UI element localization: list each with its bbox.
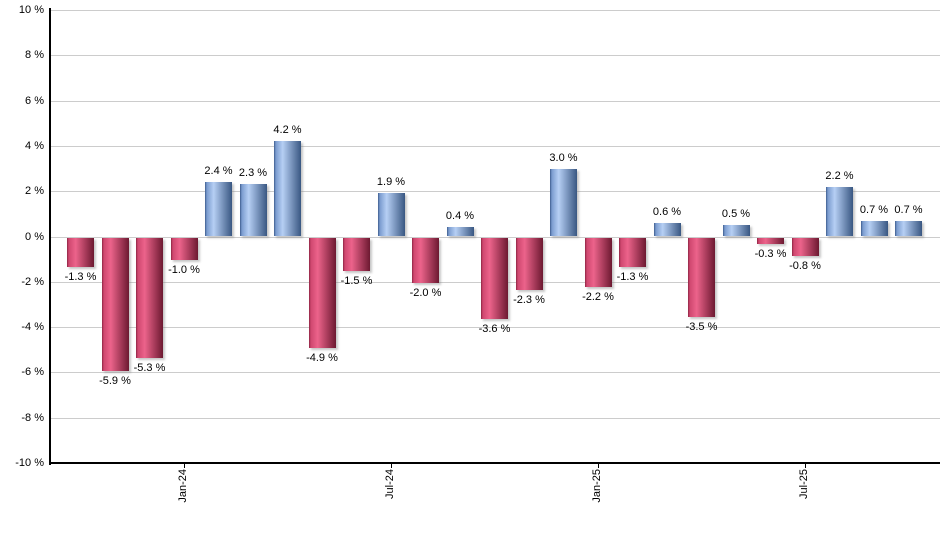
gridline <box>50 100 940 102</box>
negative-bar <box>343 237 370 272</box>
bar-value-label: -4.9 % <box>306 352 338 365</box>
bar-value-label: 0.7 % <box>859 203 889 216</box>
bar-value-label: 2.4 % <box>204 165 233 178</box>
y-axis-label: -10 % <box>15 457 44 469</box>
gridline <box>50 10 940 11</box>
negative-bar <box>412 237 439 283</box>
bar-value-label: -1.3 % <box>64 270 97 283</box>
bar-value-label: 1.9 % <box>376 176 406 189</box>
x-axis-tick <box>805 462 806 468</box>
x-axis-tick <box>184 462 185 468</box>
negative-bar <box>688 237 715 317</box>
bar-value-label: -1.5 % <box>340 275 373 288</box>
bar-value-label: 0.4 % <box>445 210 475 223</box>
gridline <box>50 327 940 329</box>
y-axis-label: 10 % <box>18 4 44 16</box>
bar-value-label: 2.2 % <box>825 169 854 182</box>
bar-value-label: 4.2 % <box>273 124 302 137</box>
bar-value-label: -2.2 % <box>582 291 614 304</box>
negative-bar <box>757 237 784 245</box>
positive-bar <box>653 222 681 237</box>
bar-value-label: -1.0 % <box>168 264 200 277</box>
positive-bar <box>446 227 474 237</box>
bar-value-label: -2.0 % <box>409 286 442 299</box>
gridline <box>50 55 940 57</box>
positive-bar <box>274 141 301 237</box>
bar-value-label: 0.5 % <box>721 208 751 221</box>
negative-bar <box>308 237 336 349</box>
y-axis-label: 0 % <box>25 230 44 243</box>
y-axis-label: -8 % <box>21 411 44 424</box>
bar-value-label: 0.7 % <box>894 203 923 216</box>
negative-bar <box>170 237 198 261</box>
x-axis-label: Jul-24 <box>384 469 396 499</box>
bar-value-label: -3.6 % <box>478 323 511 336</box>
bar-value-label: -3.5 % <box>685 320 718 333</box>
x-axis-label: Jul-25 <box>798 469 810 499</box>
x-axis-line <box>50 462 940 464</box>
negative-bar <box>584 237 612 288</box>
y-axis-label: -4 % <box>21 321 44 334</box>
y-axis-label: 6 % <box>25 94 44 107</box>
y-axis-label: 2 % <box>25 185 44 198</box>
negative-bar <box>136 237 163 358</box>
positive-bar <box>895 220 922 237</box>
positive-bar <box>722 225 750 237</box>
bar-value-label: -0.8 % <box>789 259 821 272</box>
y-axis-label: -6 % <box>21 366 44 379</box>
bar-value-label: 3.0 % <box>549 151 578 164</box>
negative-bar <box>101 237 129 372</box>
x-axis-label: Jan-24 <box>177 469 189 503</box>
gridline <box>50 191 940 193</box>
negative-bar <box>619 237 646 267</box>
positive-bar <box>205 182 232 237</box>
gridline <box>50 417 940 419</box>
bar-value-label: -5.3 % <box>133 361 166 374</box>
bar-value-label: 2.3 % <box>238 167 268 180</box>
y-axis-label: 8 % <box>25 49 44 62</box>
bar-value-label: -2.3 % <box>513 293 545 306</box>
bar-value-label: -0.3 % <box>754 248 787 261</box>
positive-bar <box>860 220 888 237</box>
positive-bar <box>826 186 853 237</box>
gridline <box>50 236 940 238</box>
negative-bar <box>481 237 508 320</box>
bar-value-label: -1.3 % <box>616 270 649 283</box>
x-axis-tick <box>598 462 599 468</box>
positive-bar <box>377 193 405 237</box>
y-axis-line <box>49 8 51 465</box>
y-axis-label: -2 % <box>21 275 44 288</box>
positive-bar <box>239 184 267 237</box>
x-axis-tick <box>391 462 392 468</box>
x-axis-label: Jan-25 <box>591 469 603 503</box>
positive-bar <box>550 168 577 237</box>
y-axis-label: 4 % <box>25 139 44 152</box>
negative-bar <box>67 237 94 267</box>
gridline <box>50 372 940 374</box>
gridline <box>50 145 940 147</box>
bar-value-label: 0.6 % <box>652 205 682 218</box>
bar-value-label: -5.9 % <box>99 375 131 388</box>
negative-bar <box>515 237 543 290</box>
negative-bar <box>791 237 819 256</box>
